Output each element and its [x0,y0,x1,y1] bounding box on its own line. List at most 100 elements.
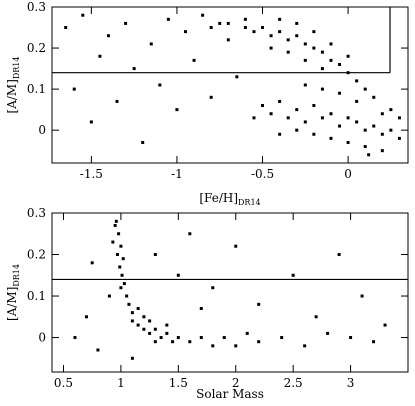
point [234,344,238,348]
x-tick-label: 0 [344,167,352,181]
point [211,286,215,290]
plot-frame [51,6,409,164]
point [278,99,282,103]
y-axis-label-sub: DR14 [12,57,21,80]
point [124,21,128,25]
y-tick-label: 0.2 [27,248,46,262]
x-tick-label: 2 [232,376,240,390]
point [320,50,324,54]
point [269,34,273,38]
x-axis-label: [Fe/H]DR14 [199,191,260,207]
x-axis-label-main: Solar Mass [196,387,264,401]
point [192,58,196,62]
point [337,253,341,257]
point [188,340,192,344]
point [121,257,125,261]
point [125,294,129,298]
y-tick-label: 0.3 [27,206,46,220]
x-tick-label: -0.5 [251,167,274,181]
point [127,302,131,306]
point [158,83,162,87]
point [269,46,273,50]
point [122,282,126,286]
point [389,108,393,112]
point [291,273,295,277]
point [280,336,284,340]
point [303,83,307,87]
point [252,30,256,34]
point [153,253,157,257]
plot-frame [51,212,409,373]
point [257,340,261,344]
x-axis-label: Solar Mass [196,387,264,401]
x-tick-label: 2.5 [284,376,303,390]
point [245,331,249,335]
point [90,261,94,265]
point [159,336,163,340]
y-tick-label: 0 [38,123,46,137]
panel: -1.5 -1 -0.5 000.10.20.3[Fe/H]DR14[A/M]DR14 [5,0,409,207]
point [338,62,342,66]
point [257,302,261,306]
point [166,17,170,21]
panel: 0.5 1 1.5 2 2.5 3 0 0.1 0.2 0.3 Solar Mass [A/M]DR1… [5,206,409,401]
point [397,116,401,120]
point [119,244,123,248]
point [303,344,307,348]
y-tick-label: 0.2 [27,41,46,55]
point [84,315,88,319]
point [303,58,307,62]
point [226,38,230,42]
point [176,336,180,340]
point [209,95,213,99]
point [117,232,121,236]
point [106,34,110,38]
y-tick-label: 0.1 [27,82,46,96]
y-tick-label: 0.1 [27,289,46,303]
y-axis-label-main: [A/M] [5,287,19,321]
point [312,30,316,34]
point [175,108,179,112]
point [222,336,226,340]
point [320,116,324,120]
point [115,99,119,103]
point [329,42,333,46]
point [136,323,140,327]
point [338,124,342,128]
point [346,116,350,120]
x-axis-label-sub: DR14 [238,198,261,207]
point [329,136,333,140]
x-tick-label: -1.5 [80,167,103,181]
x-tick-label: 1.5 [169,376,188,390]
point [383,323,387,327]
point [149,42,153,46]
y-axis-label-sub: DR14 [12,264,21,287]
y-tick-label: 0.3 [27,0,46,14]
point [148,319,152,323]
point [115,253,119,257]
point [171,340,175,344]
x-tick-label: 3 [347,376,355,390]
point [303,42,307,46]
point [295,128,299,132]
point [96,348,100,352]
point [153,340,157,344]
point [107,294,111,298]
point [329,58,333,62]
point [114,219,118,223]
point [380,132,384,136]
point [372,340,376,344]
point [142,315,146,319]
point [243,26,247,30]
x-axis-label-main: [Fe/H] [199,191,238,205]
point [73,336,77,340]
point [64,26,68,30]
point [89,120,93,124]
point [329,112,333,116]
point [199,336,203,340]
point [119,286,123,290]
point [338,91,342,95]
point [188,232,192,236]
point [234,244,238,248]
point [312,104,316,108]
